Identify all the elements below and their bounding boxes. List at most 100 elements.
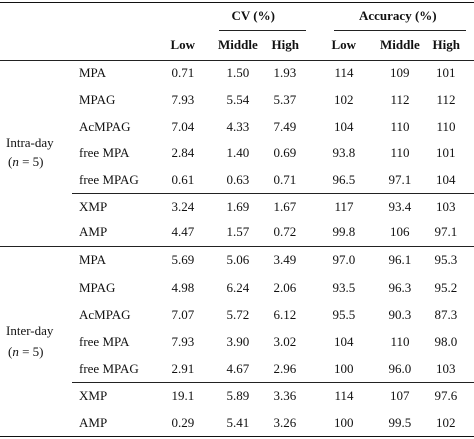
intra-day-mpag-cv-low: 7.93 xyxy=(171,92,195,107)
inter-day-mpa-analyte: MPA xyxy=(79,252,106,267)
accuracy-level-high: High xyxy=(432,37,460,52)
inter-day-free-mpa-cv-high: 3.02 xyxy=(273,334,297,349)
intra-day-xmp-accuracy-middle: 93.4 xyxy=(388,199,412,214)
inter-day-acmpag-analyte: AcMPAG xyxy=(79,307,131,322)
inter-day-mpa-accuracy-middle: 96.1 xyxy=(388,252,412,267)
inter-day-free-mpag-analyte: free MPAG xyxy=(79,361,139,376)
accuracy-header: Accuracy (%) xyxy=(359,8,437,23)
intra-day-free-mpa-accuracy-high: 101 xyxy=(436,145,456,160)
inter-day-free-mpag-accuracy-high: 103 xyxy=(436,361,456,376)
intra-day-free-mpag-accuracy-high: 104 xyxy=(436,172,456,187)
inter-day-acmpag-accuracy-middle: 90.3 xyxy=(388,307,412,322)
intra-day-label: Intra-day xyxy=(6,135,54,150)
inter-day-xmp-analyte: XMP xyxy=(79,388,108,403)
intra-day-xmp-analyte: XMP xyxy=(79,199,108,214)
intra-day-xmp-cv-middle: 1.69 xyxy=(226,199,250,214)
inter-day-free-mpa-accuracy-middle: 110 xyxy=(390,334,410,349)
inter-day-mpag-analyte: MPAG xyxy=(79,280,116,295)
inter-day-xmp-cv-middle: 5.89 xyxy=(226,388,250,403)
inter-day-acmpag-accuracy-low: 95.5 xyxy=(332,307,356,322)
inter-day-xmp-accuracy-low: 114 xyxy=(334,388,354,403)
intra-day-xmp-cv-high: 1.67 xyxy=(273,199,297,214)
inter-day-free-mpa-cv-middle: 3.90 xyxy=(226,334,250,349)
inter-day-amp-accuracy-middle: 99.5 xyxy=(388,415,412,430)
intra-subgroup-rule xyxy=(72,193,474,194)
inter-day-acmpag-cv-low: 7.07 xyxy=(171,307,195,322)
intra-day-free-mpa-cv-middle: 1.40 xyxy=(226,145,250,160)
cv-header-underline xyxy=(219,30,306,31)
intra-day-mpa-analyte: MPA xyxy=(79,65,106,80)
intra-day-amp-cv-middle: 1.57 xyxy=(226,224,250,239)
n-value: = 5) xyxy=(18,154,44,169)
n-variable: n xyxy=(12,344,19,359)
intra-day-mpa-cv-middle: 1.50 xyxy=(226,65,250,80)
intra-day-amp-accuracy-high: 97.1 xyxy=(434,224,458,239)
n-variable: n xyxy=(12,154,19,169)
intra-day-xmp-accuracy-high: 103 xyxy=(436,199,456,214)
inter-day-free-mpag-cv-middle: 4.67 xyxy=(226,361,250,376)
accuracy-level-middle: Middle xyxy=(380,37,420,52)
intra-day-amp-accuracy-middle: 106 xyxy=(390,224,410,239)
intra-day-free-mpag-analyte: free MPAG xyxy=(79,172,139,187)
inter-day-free-mpa-analyte: free MPA xyxy=(79,334,130,349)
intra-day-free-mpa-cv-high: 0.69 xyxy=(273,145,297,160)
inter-day-free-mpag-cv-low: 2.91 xyxy=(171,361,195,376)
inter-day-free-mpag-cv-high: 2.96 xyxy=(273,361,297,376)
inter-day-amp-accuracy-high: 102 xyxy=(436,415,456,430)
intra-day-mpa-accuracy-high: 101 xyxy=(436,65,456,80)
inter-day-mpa-accuracy-high: 95.3 xyxy=(434,252,458,267)
intra-day-mpag-accuracy-high: 112 xyxy=(436,92,456,107)
intra-day-acmpag-accuracy-middle: 110 xyxy=(390,119,410,134)
inter-day-acmpag-cv-middle: 5.72 xyxy=(226,307,250,322)
inter-day-amp-cv-middle: 5.41 xyxy=(226,415,250,430)
intra-day-xmp-accuracy-low: 117 xyxy=(334,199,354,214)
intra-day-mpa-cv-high: 1.93 xyxy=(273,65,297,80)
n-value: = 5) xyxy=(18,344,44,359)
inter-day-mpag-cv-low: 4.98 xyxy=(171,280,195,295)
intra-day-acmpag-cv-middle: 4.33 xyxy=(226,119,250,134)
intra-day-n-label: (n = 5) xyxy=(8,154,44,170)
inter-day-mpag-cv-middle: 6.24 xyxy=(226,280,250,295)
intra-day-free-mpa-accuracy-middle: 110 xyxy=(390,145,410,160)
intra-day-amp-cv-high: 0.72 xyxy=(273,224,297,239)
intra-day-mpag-accuracy-middle: 112 xyxy=(390,92,410,107)
bottom-rule xyxy=(0,436,474,437)
intra-day-acmpag-cv-low: 7.04 xyxy=(171,119,195,134)
intra-day-acmpag-accuracy-high: 110 xyxy=(436,119,456,134)
intra-day-acmpag-cv-high: 7.49 xyxy=(273,119,297,134)
inter-day-mpa-accuracy-low: 97.0 xyxy=(332,252,356,267)
intra-day-free-mpag-cv-middle: 0.63 xyxy=(226,172,250,187)
intra-day-mpag-analyte: MPAG xyxy=(79,92,116,107)
n-open-paren: ( xyxy=(8,154,13,169)
intra-day-free-mpa-analyte: free MPA xyxy=(79,145,130,160)
inter-day-mpa-cv-middle: 5.06 xyxy=(226,252,250,267)
inter-day-mpag-accuracy-low: 93.5 xyxy=(332,280,356,295)
intra-day-mpa-cv-low: 0.71 xyxy=(171,65,195,80)
intra-day-amp-accuracy-low: 99.8 xyxy=(332,224,356,239)
inter-day-xmp-accuracy-high: 97.6 xyxy=(434,388,458,403)
inter-day-free-mpa-cv-low: 7.93 xyxy=(171,334,195,349)
inter-day-amp-analyte: AMP xyxy=(79,415,108,430)
inter-day-mpa-cv-low: 5.69 xyxy=(171,252,195,267)
intra-day-acmpag-analyte: AcMPAG xyxy=(79,119,131,134)
inter-day-mpag-cv-high: 2.06 xyxy=(273,280,297,295)
intra-day-amp-analyte: AMP xyxy=(79,224,108,239)
cv-level-low: Low xyxy=(170,37,196,52)
cv-level-middle: Middle xyxy=(218,37,258,52)
intra-day-mpag-accuracy-low: 102 xyxy=(334,92,354,107)
accuracy-header-underline xyxy=(334,30,466,31)
inter-subgroup-rule xyxy=(72,382,474,383)
inter-day-amp-accuracy-low: 100 xyxy=(334,415,354,430)
inter-day-amp-cv-high: 3.26 xyxy=(273,415,297,430)
group-divider-rule xyxy=(0,246,474,247)
intra-day-free-mpa-cv-low: 2.84 xyxy=(171,145,195,160)
intra-day-mpa-accuracy-middle: 109 xyxy=(390,65,410,80)
inter-day-mpag-accuracy-middle: 96.3 xyxy=(388,280,412,295)
inter-day-free-mpag-accuracy-middle: 96.0 xyxy=(388,361,412,376)
intra-day-free-mpag-accuracy-low: 96.5 xyxy=(332,172,356,187)
inter-day-xmp-cv-low: 19.1 xyxy=(171,388,195,403)
intra-day-xmp-cv-low: 3.24 xyxy=(171,199,195,214)
intra-day-acmpag-accuracy-low: 104 xyxy=(334,119,354,134)
accuracy-level-low: Low xyxy=(331,37,357,52)
